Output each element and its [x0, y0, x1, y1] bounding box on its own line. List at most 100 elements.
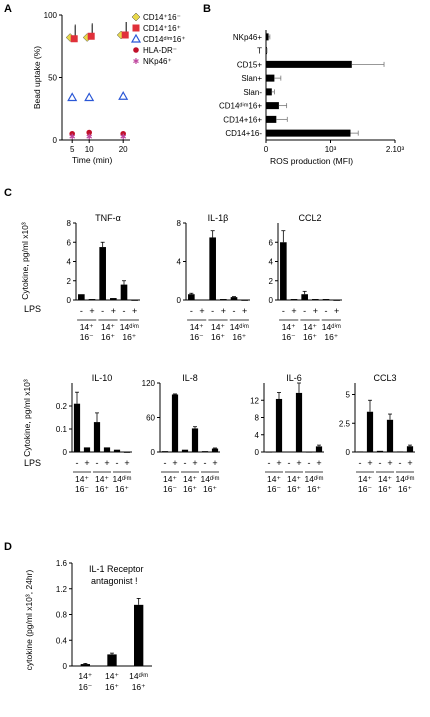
chart-title: CCL2 [298, 213, 321, 223]
lps-sign: + [296, 458, 301, 468]
bar [265, 451, 273, 453]
axis-label-y-c-top: Cytokine, pg/ml x10³ [20, 222, 30, 300]
bar [88, 299, 96, 300]
group-label-d-line2: 16⁺ [132, 682, 146, 692]
group-label-line2: 16⁺ [203, 484, 217, 494]
point-triangle-a [118, 91, 129, 100]
group-label-line2: 16⁻ [282, 332, 296, 342]
bar [209, 237, 216, 300]
point-square-a [87, 32, 95, 40]
tick-label-y: 0 [151, 448, 156, 457]
lps-label-bottom: LPS [24, 458, 41, 468]
bar-b [266, 102, 279, 110]
group-label-line1: 14⁺ [183, 474, 197, 484]
lps-sign: + [291, 306, 296, 316]
panel-label-d: D [4, 541, 12, 553]
tick-label-y-a: 50 [48, 74, 57, 83]
group-label-line2: 16⁺ [232, 332, 246, 342]
axis-label-y-a: Bead uptake (%) [32, 46, 42, 109]
bar-d [80, 664, 90, 666]
bar [220, 299, 227, 300]
group-label-d-line1: 14⁺ [105, 671, 119, 681]
tick-label-y-d: 0.8 [56, 611, 68, 620]
lps-sign: - [96, 458, 99, 468]
bar [275, 398, 283, 452]
bar-b [266, 88, 272, 96]
bar [161, 451, 169, 452]
group-label-line1: 14⁺ [303, 322, 317, 332]
point-triangle-a [67, 92, 78, 102]
legend-label-a: CD14ᵈⁱᵐ16⁺ [143, 35, 186, 44]
legend-label-a: HLA-DR⁻ [143, 46, 177, 55]
bar [201, 451, 209, 452]
group-label-line2: 16⁺ [287, 484, 301, 494]
lps-sign: + [172, 458, 177, 468]
lps-sign: - [233, 306, 236, 316]
lps-sign: + [242, 306, 247, 316]
group-label-line2: 16⁺ [95, 484, 109, 494]
tick-label-y-a: 100 [44, 11, 58, 20]
point-star-a: ✱ [120, 132, 127, 141]
tick-label-x-b: 2.10³ [386, 145, 405, 154]
bar [280, 242, 287, 300]
bar [315, 446, 323, 452]
chart-title: CCL3 [373, 373, 396, 383]
group-label-line2: 16⁺ [211, 332, 225, 342]
tick-label-y-a: 0 [53, 136, 58, 145]
group-label-line2: 16⁻ [190, 332, 204, 342]
group-label-line1: 14ᵈⁱᵐ [230, 322, 249, 332]
lps-sign: - [101, 306, 104, 316]
group-label-line2: 16⁺ [122, 332, 136, 342]
chart-title: IL-6 [286, 373, 302, 383]
group-label-line1: 14ᵈⁱᵐ [395, 474, 414, 484]
tick-label-y: 4 [67, 258, 72, 267]
tick-label-y: 2 [67, 277, 72, 286]
group-label-line1: 14ᵈⁱᵐ [304, 474, 323, 484]
bar [181, 449, 189, 452]
axis-label-x-b: ROS production (MFI) [270, 156, 353, 166]
bar [131, 300, 138, 301]
group-label-line2: 16⁺ [378, 484, 392, 494]
point-star-a: ✱ [86, 132, 93, 141]
tick-label-y: 0 [255, 448, 260, 457]
group-label-line2: 16⁺ [307, 484, 321, 494]
lps-sign: + [221, 306, 226, 316]
panel-label-a: A [4, 3, 12, 15]
category-label-b: CD15+ [237, 60, 262, 69]
bar [290, 299, 298, 300]
group-label-line1: 14⁺ [190, 322, 204, 332]
group-label-line1: 14⁺ [211, 322, 225, 332]
group-label-line2: 16⁺ [183, 484, 197, 494]
bar-b [266, 47, 267, 55]
lps-sign: - [303, 306, 306, 316]
legend-marker-a [133, 47, 139, 53]
tick-label-y: 12 [250, 396, 259, 405]
tick-label-y-d: 0.4 [56, 636, 68, 645]
legend-marker-a [131, 12, 141, 22]
tick-label-y-d: 1.6 [56, 559, 68, 568]
lps-sign: - [379, 458, 382, 468]
lps-sign: + [104, 458, 109, 468]
bar [301, 294, 308, 300]
bar [312, 299, 319, 300]
lps-sign: - [288, 458, 291, 468]
lps-sign: + [192, 458, 197, 468]
chart-title: TNF-α [95, 213, 121, 223]
tick-label-x-a: 5 [70, 145, 75, 154]
tick-label-y: 6 [269, 238, 274, 247]
bar [113, 449, 121, 452]
lps-sign: + [387, 458, 392, 468]
tick-label-y-d: 1.2 [56, 585, 68, 594]
bar [406, 446, 414, 452]
bar [83, 447, 91, 452]
tick-label-y: 8 [67, 219, 72, 228]
bar [386, 419, 394, 452]
group-label-d-line1: 14ᵈⁱᵐ [129, 671, 148, 681]
bar-b [266, 33, 269, 41]
lps-sign: - [76, 458, 79, 468]
lps-sign: - [190, 306, 193, 316]
lps-sign: + [111, 306, 116, 316]
panel-label-c: C [4, 187, 12, 199]
bar-b [266, 60, 352, 68]
